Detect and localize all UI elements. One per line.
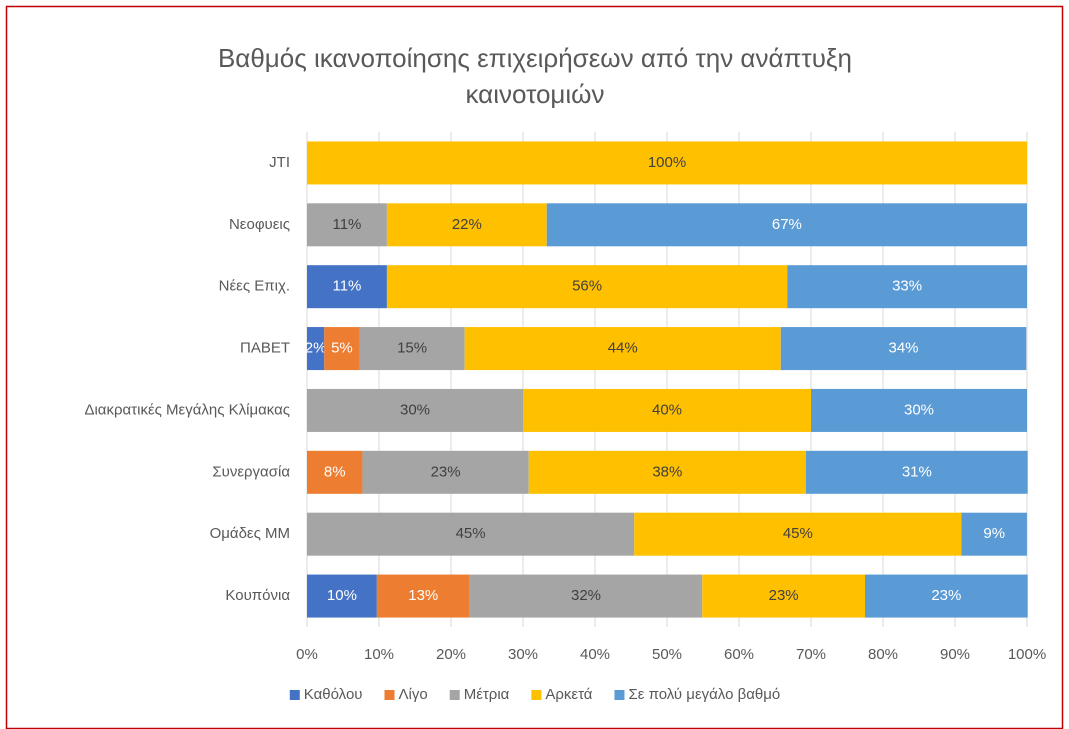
bar-segment	[386, 265, 788, 309]
chart-title: Βαθμός ικανοποίησης επιχειρήσεων από την…	[218, 43, 852, 73]
x-tick-label: 0%	[296, 646, 318, 663]
bar-segment	[307, 512, 635, 556]
data-label: 31%	[902, 463, 932, 480]
bar-segment	[961, 512, 1027, 556]
bar-segment	[307, 203, 387, 247]
bar-segment	[805, 450, 1028, 494]
bar-segment	[307, 574, 377, 618]
bar-segment	[307, 265, 387, 309]
x-tick-label: 40%	[580, 646, 610, 663]
bar-segment	[307, 327, 325, 371]
bar-segment	[362, 450, 529, 494]
data-label: 23%	[769, 587, 799, 604]
data-label: 22%	[452, 216, 482, 233]
data-label: 100%	[648, 154, 686, 171]
legend-label: Καθόλου	[304, 686, 363, 703]
legend-label: Μέτρια	[464, 686, 510, 703]
x-tick-label: 20%	[436, 646, 466, 663]
legend: Καθόλου Λίγο Μέτρια Αρκετά Σε πολύ μεγάλο βα…	[289, 686, 780, 703]
bar-segment	[865, 574, 1028, 618]
data-label: 44%	[608, 340, 638, 357]
data-label: 23%	[431, 463, 461, 480]
legend-swatch	[531, 690, 542, 700]
bar-segment	[528, 450, 806, 494]
data-label: 5%	[331, 340, 353, 357]
data-label: 8%	[324, 463, 346, 480]
legend-label: Σε πολύ μεγάλο βαθμό	[628, 686, 780, 703]
bar-segment	[523, 388, 811, 432]
legend-swatch	[614, 690, 625, 700]
y-tick-label: Ομάδες ΜΜ	[210, 525, 290, 542]
bar-segment	[386, 203, 547, 247]
bar-segment	[634, 512, 962, 556]
data-label: 13%	[408, 587, 438, 604]
bar-segment	[464, 327, 781, 371]
data-label: 10%	[327, 587, 357, 604]
y-tick-label: ΠΑΒΕΤ	[240, 340, 290, 357]
y-tick-label: Νέες Επιχ.	[219, 278, 290, 295]
x-tick-label: 90%	[940, 646, 970, 663]
x-tick-label: 60%	[724, 646, 754, 663]
legend-swatch	[289, 690, 300, 700]
x-tick-label: 50%	[652, 646, 682, 663]
x-tick-label: 70%	[796, 646, 826, 663]
bar-segment	[780, 327, 1027, 371]
data-label: 30%	[400, 401, 430, 418]
bar-segment	[787, 265, 1027, 309]
legend-label: Λίγο	[399, 686, 428, 703]
bar-segment	[324, 327, 360, 371]
data-label: 38%	[652, 463, 682, 480]
data-label: 33%	[892, 278, 922, 295]
bar-segment	[307, 450, 363, 494]
bar-segment	[376, 574, 470, 618]
bar-segment	[307, 388, 523, 432]
bar-segment	[811, 388, 1027, 432]
legend-swatch	[384, 690, 395, 700]
legend-swatch	[449, 690, 460, 700]
y-tick-label: Νεοφυεις	[229, 216, 290, 233]
y-tick-label: Διακρατικές Μεγάλης Κλίμακας	[84, 401, 290, 418]
data-label: 45%	[783, 525, 813, 542]
data-label: 67%	[772, 216, 802, 233]
data-label: 15%	[397, 340, 427, 357]
data-label: 11%	[332, 278, 361, 295]
data-label: 32%	[571, 587, 601, 604]
bar-segment	[359, 327, 465, 371]
data-label: 40%	[652, 401, 682, 418]
x-tick-label: 100%	[1008, 646, 1046, 663]
data-label: 9%	[983, 525, 1005, 542]
legend-label: Αρκετά	[545, 686, 592, 703]
y-tick-label: Κουπόνια	[225, 587, 290, 604]
y-tick-label: JTI	[269, 154, 290, 171]
data-label: 34%	[889, 340, 919, 357]
data-label: 2%	[305, 340, 327, 357]
bar-segment	[307, 141, 1027, 185]
bar-segment	[702, 574, 865, 618]
x-tick-label: 10%	[364, 646, 394, 663]
data-label: 56%	[572, 278, 602, 295]
y-tick-label: Συνεργασία	[212, 463, 290, 480]
data-label: 30%	[904, 401, 934, 418]
x-tick-label: 30%	[508, 646, 538, 663]
x-tick-label: 80%	[868, 646, 898, 663]
bar-segment	[546, 203, 1027, 247]
bar-segment	[469, 574, 703, 618]
data-label: 23%	[931, 587, 961, 604]
data-label: 11%	[332, 216, 361, 233]
chart-title: καινοτομιών	[465, 79, 604, 109]
data-label: 45%	[456, 525, 486, 542]
